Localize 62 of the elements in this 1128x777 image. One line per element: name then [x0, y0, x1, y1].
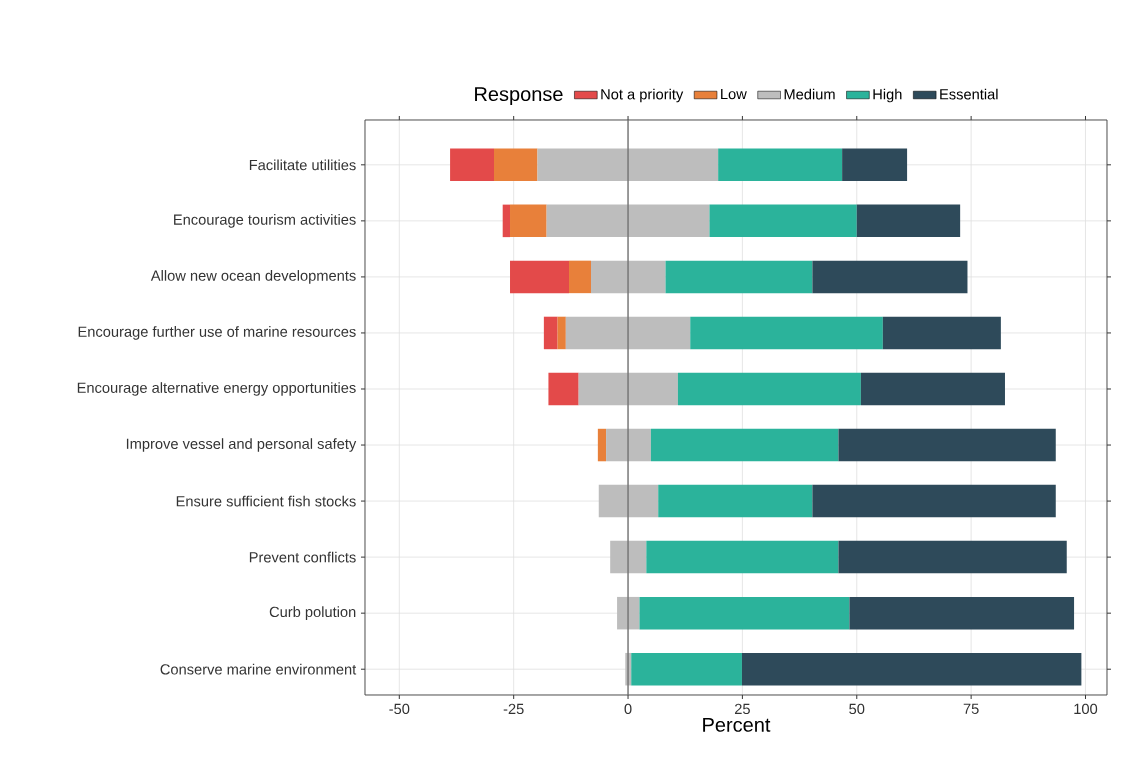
x-axis-title: Percent [703, 717, 771, 732]
legend-title: Response [475, 87, 563, 106]
bar [842, 148, 908, 182]
bar [548, 372, 579, 406]
y-tick-label: Allow new ocean developments [150, 270, 356, 284]
legend-label: Not a priority [601, 88, 684, 103]
bar [610, 540, 647, 574]
bar [537, 148, 719, 182]
bar [450, 148, 494, 182]
bar [849, 596, 1075, 630]
bar [569, 260, 591, 294]
bar [590, 260, 666, 294]
bar [860, 372, 1005, 406]
y-tick-label: Prevent conflicts [249, 551, 356, 563]
bar [718, 148, 843, 182]
bar [650, 428, 839, 462]
x-tick-label: 0 [624, 703, 632, 715]
legend-label: Low [721, 88, 747, 100]
bar [510, 204, 547, 238]
bar [639, 596, 850, 630]
bar [502, 204, 511, 238]
y-tick-label: Ensure sufficient fish stocks [176, 495, 356, 507]
bar [546, 204, 710, 238]
bar [709, 204, 857, 238]
x-tick-label: 100 [1074, 703, 1098, 715]
bar [606, 428, 651, 462]
y-tick-label: Curb polution [269, 606, 356, 620]
bar [543, 316, 558, 350]
bar [882, 316, 1001, 350]
bar [631, 652, 742, 686]
y-tick-label: Improve vessel and personal safety [126, 438, 357, 452]
y-tick-label: Conserve marine environment [160, 663, 357, 675]
bar [658, 484, 813, 518]
y-tick-label: Encourage further use of marine resources [78, 326, 356, 340]
bar [812, 484, 1056, 518]
bar [665, 260, 813, 294]
bar [565, 316, 691, 350]
x-tick-label: -25 [503, 703, 524, 715]
bar [557, 316, 566, 350]
bar [494, 148, 538, 182]
bar [677, 372, 861, 406]
legend-label: High [873, 88, 902, 103]
y-tick-label: Encourage alternative energy opportunities [77, 382, 356, 396]
y-tick-label: Encourage tourism activities [174, 214, 356, 228]
x-tick-label: 75 [963, 703, 979, 714]
bar [510, 260, 570, 294]
x-tick-label: 50 [849, 703, 865, 715]
legend-label: Essential [940, 88, 998, 100]
bar [598, 484, 659, 518]
bar [690, 316, 883, 350]
x-tick-label: 25 [734, 703, 750, 715]
bar [838, 428, 1056, 462]
y-tick-label: Facilitate utilities [249, 159, 356, 171]
bar [646, 540, 839, 574]
x-tick-label: -50 [389, 703, 410, 715]
bar [597, 428, 607, 462]
bar [812, 260, 968, 294]
legend-label: Medium [784, 88, 835, 100]
bar [838, 540, 1067, 574]
bar [856, 204, 961, 238]
bar [741, 652, 1082, 686]
bar [578, 372, 678, 406]
